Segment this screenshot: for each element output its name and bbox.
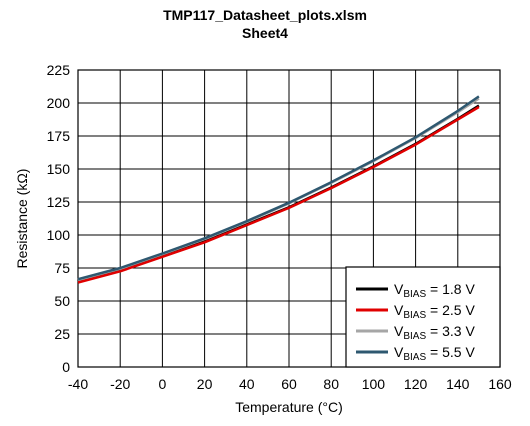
chart-title: TMP117_Datasheet_plots.xlsm (163, 7, 367, 23)
series-line-4 (77, 95, 480, 281)
series-line-3 (77, 97, 480, 282)
y-tick-label: 100 (47, 227, 71, 243)
x-axis-label: Temperature (°C) (235, 399, 343, 415)
x-tick-label: 120 (404, 376, 428, 392)
y-tick-label: 50 (54, 293, 70, 309)
series-line-2 (77, 105, 480, 284)
x-tick-label: 60 (281, 376, 297, 392)
x-tick-label: -20 (110, 376, 130, 392)
legend-label-2: VBIAS = 2.5 V (394, 302, 475, 321)
y-axis-label: Resistance (kΩ) (14, 169, 30, 269)
series-line-1 (77, 104, 480, 283)
x-tick-label: 140 (446, 376, 470, 392)
chart-subtitle: Sheet4 (242, 25, 288, 41)
y-tick-label: 200 (47, 95, 71, 111)
y-tick-label: 150 (47, 161, 71, 177)
legend-label-4: VBIAS = 5.5 V (394, 344, 475, 363)
y-tick-label: 75 (54, 260, 70, 276)
x-tick-label: -40 (68, 376, 88, 392)
x-tick-label: 100 (362, 376, 386, 392)
y-tick-label: 175 (47, 128, 71, 144)
x-tick-label: 20 (197, 376, 213, 392)
x-tick-label: 160 (488, 376, 512, 392)
x-tick-label: 80 (323, 376, 339, 392)
legend-label-3: VBIAS = 3.3 V (394, 323, 475, 342)
legend-box (345, 266, 501, 368)
y-tick-label: 225 (47, 62, 71, 78)
legend-label-1: VBIAS = 1.8 V (394, 281, 475, 300)
x-tick-label: 40 (239, 376, 255, 392)
x-tick-label: 0 (159, 376, 167, 392)
y-tick-label: 0 (62, 359, 70, 375)
y-tick-label: 125 (47, 194, 71, 210)
y-tick-label: 25 (54, 326, 70, 342)
plot-frame (77, 69, 501, 368)
